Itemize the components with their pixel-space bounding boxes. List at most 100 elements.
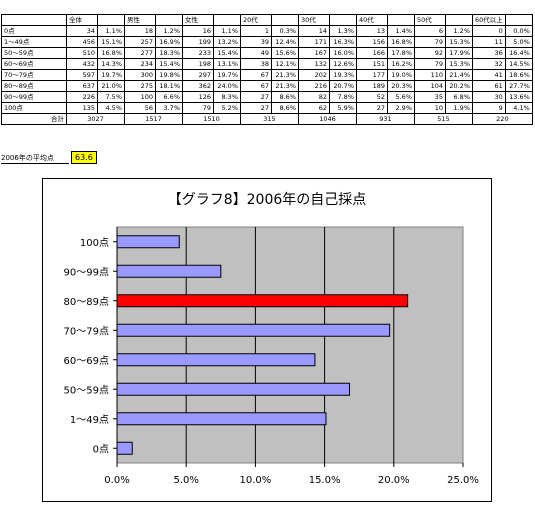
table-cell: 5.6% — [387, 91, 415, 103]
table-cell: 21.3% — [271, 80, 299, 92]
table-cell: 6 — [414, 25, 446, 37]
total-cell: 1046 — [298, 113, 357, 125]
table-cell: 14 — [298, 25, 330, 37]
table-cell: 19.7% — [97, 69, 125, 81]
table-cell: 15.4% — [213, 47, 241, 59]
table-row: 1〜49点 456 15.1% 257 16.9% 199 13.2% 39 12.4% 171 1… — [1, 36, 533, 48]
table-header-cell: 男性 — [124, 14, 156, 26]
average-value: 63.6 — [71, 151, 97, 164]
table-cell: 52 — [356, 91, 388, 103]
table-cell: 16.3% — [329, 36, 357, 48]
table-cell: 1.1% — [97, 25, 125, 37]
table-cell: 0点 — [1, 25, 67, 37]
average-score: 2006年の平均点 63.6 — [1, 151, 97, 164]
table-row: 0点 34 1.1% 18 1.2% 16 1.1% 1 0.3% 14 1.3% 13 1.4% 6 1.… — [1, 25, 533, 37]
table-cell: 597 — [66, 69, 98, 81]
table-cell: 199 — [182, 36, 214, 48]
table-cell: 14.3% — [97, 58, 125, 70]
total-cell: 1510 — [182, 113, 241, 125]
x-tick-label: 5.0% — [173, 475, 198, 486]
table-cell: 167 — [298, 47, 330, 59]
table-cell: 27 — [356, 102, 388, 114]
table-cell: 300 — [124, 69, 156, 81]
table-cell: 79 — [182, 102, 214, 114]
table-cell: 21.3% — [271, 69, 299, 81]
table-cell: 156 — [356, 36, 388, 48]
table-cell: 234 — [124, 58, 156, 70]
table-cell: 1.9% — [445, 102, 473, 114]
table-cell: 132 — [298, 58, 330, 70]
table-total-row: 合計 3027 1517 1510 315 1046 931 515 220 — [1, 113, 533, 125]
table-cell: 15.3% — [445, 36, 473, 48]
table-cell: 7.5% — [97, 91, 125, 103]
table-cell: 0.0% — [504, 25, 533, 37]
table-cell: 90〜99点 — [1, 91, 67, 103]
table-cell: 277 — [124, 47, 156, 59]
table-cell: 35 — [414, 91, 446, 103]
bar — [116, 412, 327, 426]
table-cell: 21.0% — [97, 80, 125, 92]
table-cell: 82 — [298, 91, 330, 103]
table-cell: 297 — [182, 69, 214, 81]
table-cell: 1.4% — [387, 25, 415, 37]
table-cell: 15.1% — [97, 36, 125, 48]
table-cell: 257 — [124, 36, 156, 48]
table-row: 70〜79点 597 19.7% 300 19.8% 297 19.7% 67 21.3% 202… — [1, 69, 533, 81]
average-label: 2006年の平均点 — [1, 153, 69, 164]
data-table: 全体 男性 女性 20代 30代 40代 50代 60代以上 0点 34 1.1% 18 1.2% 16 1… — [1, 14, 533, 125]
table-cell: 38 — [240, 58, 272, 70]
y-tick-label: 60〜69点 — [64, 355, 109, 367]
table-cell: 27 — [240, 91, 272, 103]
table-cell: 510 — [66, 47, 98, 59]
table-cell: 12.6% — [329, 58, 357, 70]
table-cell: 17.8% — [387, 47, 415, 59]
table-cell: 19.3% — [329, 69, 357, 81]
total-cell: 315 — [240, 113, 299, 125]
table-cell: 17.9% — [445, 47, 473, 59]
table-header-cell: 全体 — [66, 14, 98, 26]
table-cell: 32 — [472, 58, 506, 70]
table-row: 80〜89点 637 21.0% 275 18.1% 362 24.0% 67 21.3% 216… — [1, 80, 533, 92]
table-cell: 1.2% — [155, 25, 183, 37]
table-header-cell — [504, 14, 533, 26]
table-cell: 126 — [182, 91, 214, 103]
table-cell: 20.7% — [329, 80, 357, 92]
table-cell: 202 — [298, 69, 330, 81]
table-cell: 62 — [298, 102, 330, 114]
table-header-cell — [213, 14, 241, 26]
table-cell: 60〜69点 — [1, 58, 67, 70]
table-cell: 5.9% — [329, 102, 357, 114]
table-cell: 14.5% — [504, 58, 533, 70]
table-cell: 92 — [414, 47, 446, 59]
table-cell: 16.8% — [387, 36, 415, 48]
total-cell: 3027 — [66, 113, 125, 125]
table-cell: 30 — [472, 91, 506, 103]
table-cell: 432 — [66, 58, 98, 70]
table-header-row: 全体 男性 女性 20代 30代 40代 50代 60代以上 — [1, 14, 533, 26]
bar — [116, 353, 316, 367]
x-tick-label: 15.0% — [309, 475, 341, 486]
table-cell: 12.4% — [271, 36, 299, 48]
total-cell: 220 — [472, 113, 533, 125]
table-cell: 70〜79点 — [1, 69, 67, 81]
y-tick-label: 70〜79点 — [64, 325, 109, 337]
table-cell: 80〜89点 — [1, 80, 67, 92]
table-cell: 18.3% — [155, 47, 183, 59]
table-cell: 100点 — [1, 102, 67, 114]
table-cell: 13.1% — [213, 58, 241, 70]
table-cell: 362 — [182, 80, 214, 92]
table-cell: 6.8% — [445, 91, 473, 103]
table-cell: 19.8% — [155, 69, 183, 81]
y-tick-label: 1〜49点 — [70, 414, 109, 426]
table-cell: 16.9% — [155, 36, 183, 48]
table-cell: 24.0% — [213, 80, 241, 92]
table-cell: 5.0% — [504, 36, 533, 48]
table-cell: 0.3% — [271, 25, 299, 37]
table-cell: 41 — [472, 69, 506, 81]
table-header-cell: 女性 — [182, 14, 214, 26]
table-cell: 198 — [182, 58, 214, 70]
table-cell: 1.3% — [329, 25, 357, 37]
bar — [116, 264, 222, 278]
table-row: 100点 135 4.5% 56 3.7% 79 5.2% 27 8.6% 62 5.9% 27 2.9… — [1, 102, 533, 114]
table-cell: 13.2% — [213, 36, 241, 48]
